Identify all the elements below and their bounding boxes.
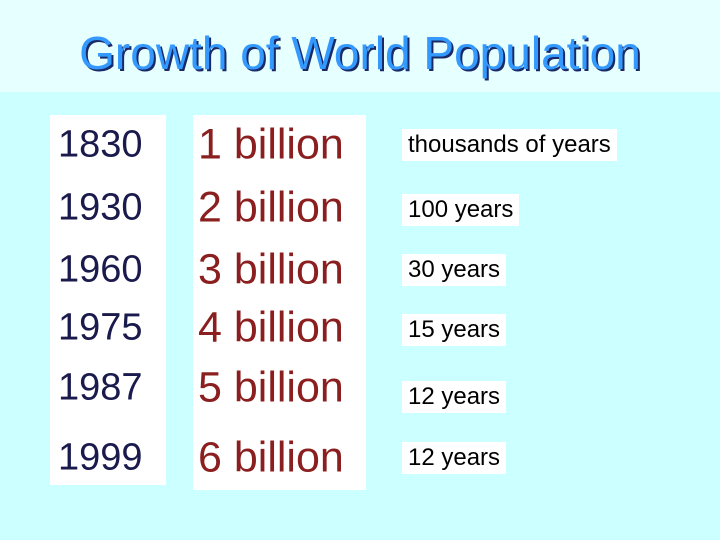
population: 1 billion [198,120,344,169]
interval: 12 years [402,381,507,413]
year: 1960 [58,248,143,291]
year: 1987 [58,366,143,409]
interval: 12 years [402,442,507,474]
interval: 15 years [402,314,507,346]
title-band [0,0,720,92]
year: 1930 [58,186,143,229]
population: 6 billion [198,433,344,482]
population-column [193,115,366,490]
population: 5 billion [198,363,344,412]
population: 3 billion [198,245,344,294]
interval: thousands of years [402,129,617,161]
interval: 30 years [402,254,507,286]
population: 4 billion [198,303,344,352]
population: 2 billion [198,183,344,232]
interval: 100 years [402,194,520,226]
year: 1830 [58,123,143,166]
year: 1975 [58,306,143,349]
year: 1999 [58,436,143,479]
slide-title: Growth of World Population [79,27,641,79]
year-column [50,115,166,485]
